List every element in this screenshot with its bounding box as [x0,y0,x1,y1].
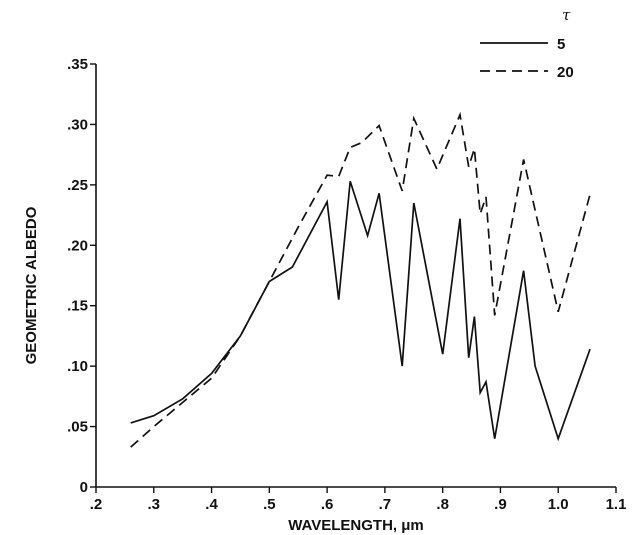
y-tick-label: 0 [80,479,88,496]
legend-label-tau-20: 20 [557,64,574,81]
x-tick-label: .8 [436,496,449,513]
x-axis-title: WAVELENGTH, μm [288,517,424,534]
y-tick-label: .35 [67,56,88,73]
y-tick-label: .30 [67,116,88,133]
series-line-tau-5 [130,180,591,442]
x-tick-label: .5 [263,496,276,513]
x-tick-label: .6 [321,496,334,513]
x-tick-label: .9 [494,496,507,513]
y-axis-title: GEOMETRIC ALBEDO [23,206,40,364]
axes [95,64,616,488]
x-tick-label: .3 [148,496,161,513]
legend: τ 5 20 [480,6,574,81]
y-tick-label: .20 [67,237,88,254]
y-tick-label: .15 [67,298,88,315]
legend-title: τ [562,6,571,24]
y-ticks: 0 .05 .10 .15 .20 .25 .30 .35 [67,56,96,496]
series-line-tau-20 [130,111,591,448]
x-tick-label: 1.1 [606,496,627,513]
y-tick-label: .25 [67,177,88,194]
y-tick-label: .10 [67,358,88,375]
x-tick-label: .2 [90,496,103,513]
x-ticks: .2 .3 .4 .5 .6 .7 .8 .9 1.0 1.1 [90,487,627,513]
x-tick-label: .7 [379,496,392,513]
series-layer [130,111,591,448]
y-tick-label: .05 [67,419,88,436]
x-tick-label: 1.0 [548,496,569,513]
legend-label-tau-5: 5 [557,36,565,53]
x-tick-label: .4 [205,496,218,513]
